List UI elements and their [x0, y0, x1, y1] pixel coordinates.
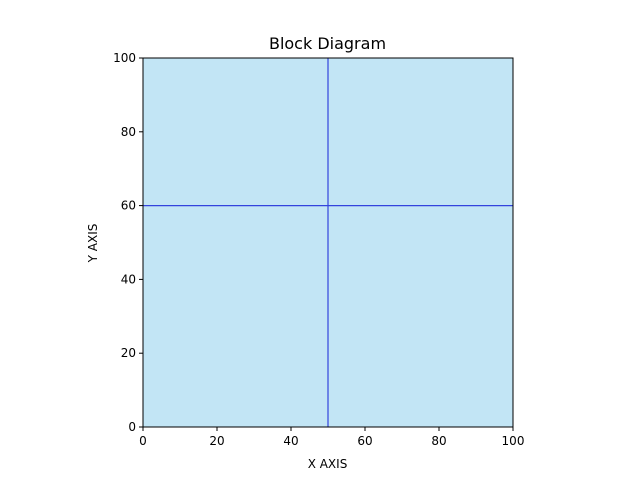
x-tick-label: 80: [431, 434, 446, 448]
y-tick-label: 0: [128, 420, 136, 434]
y-tick-label: 20: [121, 346, 136, 360]
x-axis-ticks: 0 20 40 60 80 100: [139, 427, 524, 448]
x-tick-label: 0: [139, 434, 147, 448]
x-axis-label: X AXIS: [308, 457, 348, 471]
x-tick-label: 20: [209, 434, 224, 448]
y-tick-label: 100: [113, 51, 136, 65]
y-tick-label: 40: [121, 272, 136, 286]
plot-area: [142, 57, 514, 428]
axes-frame: [142, 57, 514, 428]
y-axis-ticks: 0 20 40 60 80 100: [113, 51, 143, 434]
x-tick-label: 40: [283, 434, 298, 448]
x-tick-label: 100: [502, 434, 525, 448]
y-tick-label: 80: [121, 125, 136, 139]
y-tick-label: 60: [121, 199, 136, 213]
divider-lines: [143, 58, 513, 427]
chart-title: Block Diagram: [269, 34, 386, 53]
x-tick-label: 60: [357, 434, 372, 448]
y-axis-label: Y AXIS: [86, 224, 100, 264]
